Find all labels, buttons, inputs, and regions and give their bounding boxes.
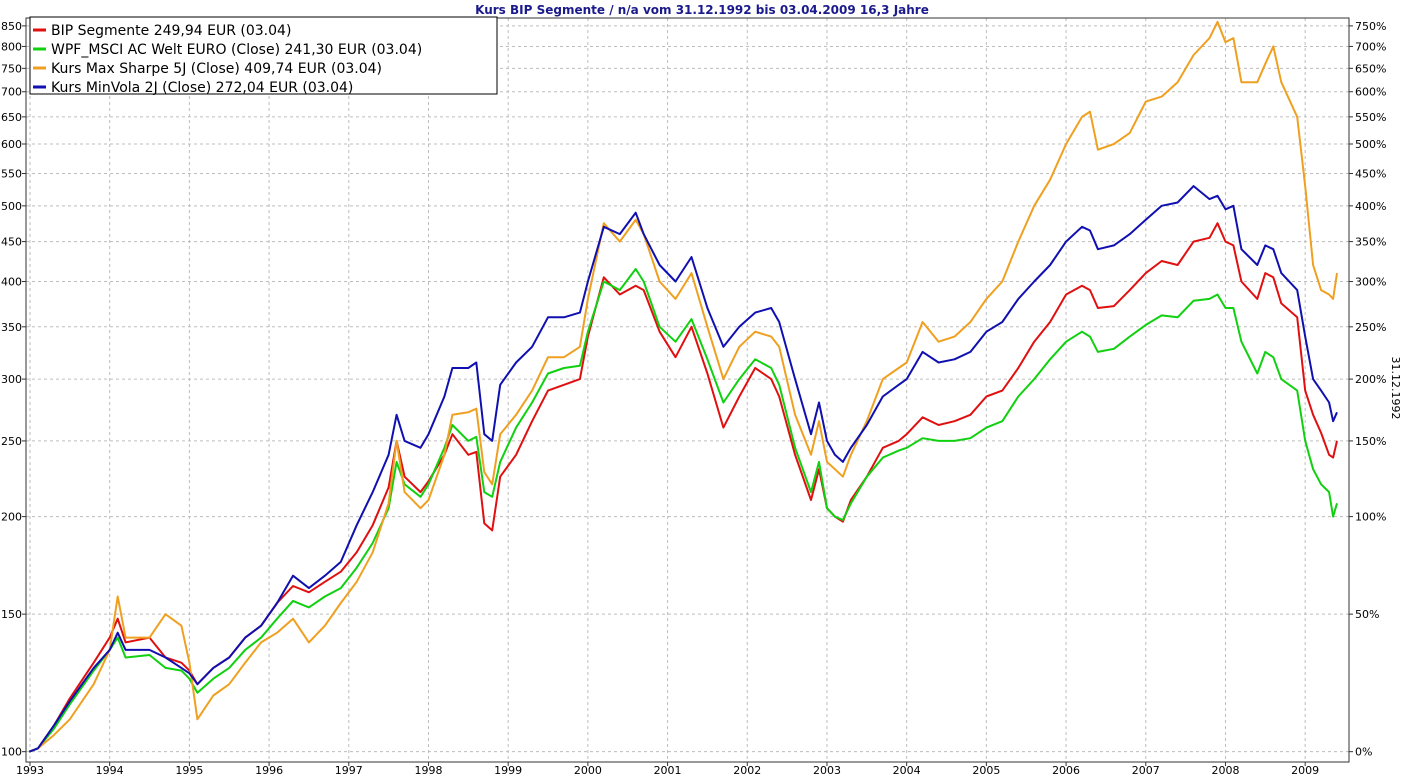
y-tick-label: 450 — [1, 236, 22, 249]
x-tick-label: 2004 — [893, 764, 921, 775]
y-tick-label: 150 — [1, 608, 22, 621]
x-tick-label: 2000 — [574, 764, 602, 775]
x-tick-label: 1993 — [16, 764, 44, 775]
x-tick-label: 1996 — [255, 764, 283, 775]
y-tick-label-right: 50% — [1355, 608, 1379, 621]
y-tick-label: 100 — [1, 746, 22, 759]
y-tick-label: 500 — [1, 200, 22, 213]
y-tick-label-right: 500% — [1355, 138, 1386, 151]
y-tick-label: 650 — [1, 111, 22, 124]
x-tick-label: 2007 — [1132, 764, 1160, 775]
y-tick-label-right: 450% — [1355, 168, 1386, 181]
x-tick-label: 1994 — [96, 764, 124, 775]
y-tick-label: 850 — [1, 20, 22, 33]
y-tick-label-right: 600% — [1355, 86, 1386, 99]
y-tick-label-right: 150% — [1355, 435, 1386, 448]
y-tick-label: 350 — [1, 321, 22, 334]
grid — [26, 18, 1349, 762]
y-tick-label: 800 — [1, 40, 22, 53]
y-tick-label-right: 750% — [1355, 20, 1386, 33]
x-tick-label: 1997 — [335, 764, 363, 775]
x-tick-label: 2001 — [654, 764, 682, 775]
y-tick-label: 250 — [1, 435, 22, 448]
y-axis-left: 100 150 200 250 300 350 400 450 500 550 600 650 700 7… — [1, 20, 26, 759]
legend-label-4: Kurs MinVola 2J (Close) 272,04 EUR (03.0… — [51, 80, 353, 96]
y-tick-label-right: 350% — [1355, 236, 1386, 249]
y-tick-label-right: 300% — [1355, 276, 1386, 289]
y-tick-label-right: 0% — [1355, 746, 1372, 759]
side-date-label: 31.12.1992 — [1389, 357, 1402, 420]
y-axis-right: 0% 50% 100% 150% 200% 250% 300% 350% 400% 450% 500… — [1349, 20, 1386, 759]
x-tick-label: 2002 — [733, 764, 761, 775]
y-tick-label: 700 — [1, 86, 22, 99]
y-tick-label: 750 — [1, 62, 22, 75]
x-tick-label: 1999 — [494, 764, 522, 775]
y-tick-label-right: 200% — [1355, 373, 1386, 386]
x-tick-label: 2009 — [1291, 764, 1319, 775]
x-tick-label: 2006 — [1052, 764, 1080, 775]
legend-label-1: BIP Segmente 249,94 EUR (03.04) — [51, 23, 291, 39]
legend-label-2: WPF_MSCI AC Welt EURO (Close) 241,30 EUR… — [51, 42, 422, 58]
x-tick-label: 2003 — [813, 764, 841, 775]
y-tick-label-right: 700% — [1355, 40, 1386, 53]
legend-label-3: Kurs Max Sharpe 5J (Close) 409,74 EUR (0… — [51, 61, 382, 77]
y-tick-label: 400 — [1, 276, 22, 289]
x-axis: 1993 1994 1995 1996 1997 1998 1999 2000 2001 2002… — [16, 762, 1319, 775]
y-tick-label-right: 400% — [1355, 200, 1386, 213]
y-tick-label: 550 — [1, 168, 22, 181]
y-tick-label: 600 — [1, 138, 22, 151]
y-tick-label: 200 — [1, 511, 22, 524]
plot-frame — [25, 17, 1350, 763]
y-tick-label-right: 650% — [1355, 62, 1386, 75]
x-tick-label: 2008 — [1211, 764, 1239, 775]
chart-title: Kurs BIP Segmente / n/a vom 31.12.1992 b… — [475, 3, 929, 17]
x-tick-label: 1998 — [414, 764, 442, 775]
legend: BIP Segmente 249,94 EUR (03.04) WPF_MSCI … — [29, 16, 498, 96]
legend-box — [29, 16, 498, 95]
x-tick-label: 1995 — [175, 764, 203, 775]
y-tick-label-right: 100% — [1355, 511, 1386, 524]
series-lines — [28, 20, 1338, 753]
y-tick-label: 300 — [1, 373, 22, 386]
y-tick-label-right: 250% — [1355, 321, 1386, 334]
series-line-2 — [28, 268, 1338, 753]
y-tick-label-right: 550% — [1355, 111, 1386, 124]
series-line-3 — [28, 20, 1338, 753]
series-line-4 — [28, 185, 1338, 753]
x-tick-label: 2005 — [972, 764, 1000, 775]
